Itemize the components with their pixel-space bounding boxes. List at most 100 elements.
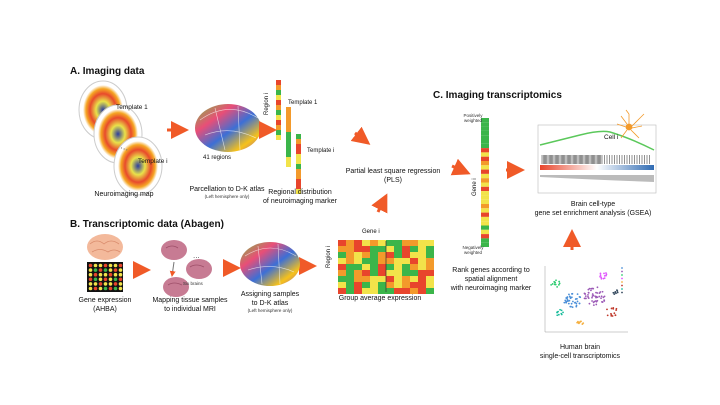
- heatmap-cell: [418, 276, 426, 282]
- single-cell-dot: [562, 311, 564, 314]
- single-cell-dot: [612, 306, 615, 309]
- single-cell-caption: Human brain single-cell transcriptomics: [530, 343, 630, 361]
- gene-expression-line1: Gene expression: [78, 297, 132, 304]
- single-cell-dot: [614, 290, 617, 293]
- regional-bar-cell: [276, 95, 281, 100]
- heatmap-cell: [370, 270, 378, 276]
- heatmap-cell: [354, 288, 362, 294]
- legend-swatch: [621, 281, 623, 283]
- heatmap-cell: [378, 252, 386, 258]
- heatmap-cell: [402, 252, 410, 258]
- ranked-gene-cell: [481, 169, 489, 174]
- single-cell-dot: [583, 292, 586, 295]
- single-cell-dot: [558, 280, 561, 283]
- heatmap-cell: [362, 276, 370, 282]
- single-cell-dot: [587, 291, 590, 294]
- negatively-weighted-1: Negatively: [462, 245, 484, 250]
- section-b-title: B. Transcriptomic data (Abagen): [70, 219, 224, 230]
- heatmap-cell: [346, 246, 354, 252]
- single-cell-dot: [563, 301, 566, 304]
- gene-axis-label: Gene i: [472, 178, 478, 196]
- single-cell-dot: [603, 272, 605, 275]
- regional-bar-cell: [276, 130, 281, 135]
- microarray-icon: [87, 262, 123, 292]
- positively-weighted-label: Positively weighted: [458, 113, 488, 123]
- single-cell-dot: [575, 302, 578, 305]
- heatmap-cell: [378, 246, 386, 252]
- gene-label: Gene i: [362, 229, 380, 235]
- heatmap-cell: [394, 240, 402, 246]
- single-cell-dot: [591, 296, 593, 299]
- heatmap-cell: [362, 264, 370, 270]
- single-cell-dot: [613, 293, 616, 295]
- heatmap-cell: [402, 258, 410, 264]
- pls-caption: Partial least square regression (PLS): [340, 167, 446, 185]
- regional-bar-cell: [286, 107, 291, 112]
- heatmap-cell: [362, 246, 370, 252]
- single-cell-dot: [599, 274, 602, 277]
- regional-bar-cell: [296, 179, 301, 184]
- single-cell-dot: [611, 315, 614, 317]
- regional-bar-cell: [276, 105, 281, 110]
- parcellation-caption-main: Parcellation to D-K atlas: [189, 186, 265, 193]
- ranked-gene-cell: [481, 118, 489, 123]
- microarray-dot: [98, 286, 103, 291]
- regional-bar-cell: [276, 80, 281, 85]
- regional-caption-line1: Regional distribution: [268, 189, 332, 196]
- ranked-gene-cell: [481, 135, 489, 140]
- neuroimaging-map-caption: Neuroimaging map: [94, 191, 154, 198]
- single-cell-dot: [577, 320, 579, 323]
- microarray-dot: [108, 263, 113, 268]
- heatmap-cell: [338, 258, 346, 264]
- microarray-dot: [103, 272, 108, 277]
- ranked-gene-cell: [481, 221, 489, 226]
- heatmap-cell: [394, 276, 402, 282]
- single-cell-dot: [592, 304, 595, 306]
- single-cell-dot: [587, 294, 589, 296]
- mri-slices: [78, 80, 163, 196]
- single-cell-dot: [595, 303, 598, 306]
- heatmap-cell: [410, 288, 418, 294]
- single-cell-dot: [576, 297, 578, 300]
- single-cell-dot: [613, 312, 616, 315]
- regional-bar-cell: [276, 120, 281, 125]
- single-cell-dot: [606, 314, 609, 317]
- heatmap-cell: [386, 258, 394, 264]
- heatmap-cell: [346, 258, 354, 264]
- single-cell-dot: [594, 300, 597, 302]
- single-cell-dot: [557, 283, 560, 286]
- regions-count-label: 41 regions: [203, 155, 232, 161]
- single-cell-dot: [602, 296, 605, 299]
- heatmap-cell: [394, 288, 402, 294]
- six-brains-icon: ...: [161, 240, 212, 297]
- single-cell-dot: [616, 289, 618, 292]
- single-cell-dot: [573, 301, 576, 304]
- template-i-label: Template i: [138, 158, 168, 165]
- single-cell-dot: [600, 297, 602, 300]
- microarray-dot: [98, 272, 103, 277]
- regional-bar-cell: [296, 164, 301, 169]
- single-cell-dot: [550, 283, 553, 286]
- ahba-brain-icon: [87, 234, 123, 260]
- heatmap-cell: [386, 288, 394, 294]
- regional-bar-cell: [296, 134, 301, 139]
- regional-bar-cell: [286, 137, 291, 142]
- single-cell-dot: [596, 296, 599, 299]
- single-cell-dot: [591, 300, 593, 302]
- single-cell-dot: [565, 300, 568, 303]
- regional-bar-cell: [296, 139, 301, 144]
- single-cell-dot: [551, 283, 554, 285]
- microarray-dot: [108, 286, 113, 291]
- single-cell-dot: [596, 299, 599, 302]
- pls-caption-line1: Partial least square regression: [345, 168, 441, 175]
- heatmap-cell: [354, 264, 362, 270]
- single-cell-dot: [599, 275, 601, 278]
- single-cell-dot: [588, 302, 591, 305]
- heatmap-cell: [354, 246, 362, 252]
- heatmap-cell: [426, 264, 434, 270]
- single-cell-dot: [567, 302, 570, 305]
- ranked-gene-cell: [481, 195, 489, 200]
- ranked-gene-cell: [481, 122, 489, 127]
- ranked-gene-cell: [481, 126, 489, 131]
- heatmap-cell: [354, 276, 362, 282]
